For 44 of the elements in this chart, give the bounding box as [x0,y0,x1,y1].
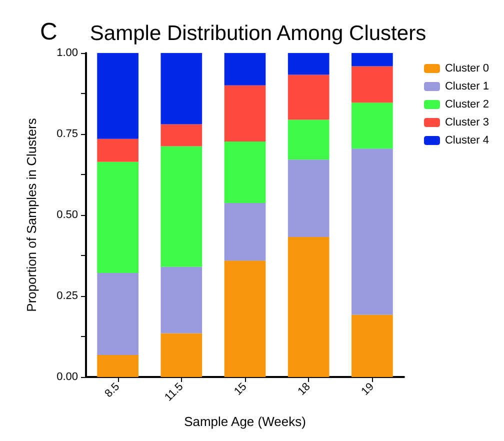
legend-label: Cluster 0 [444,62,490,74]
bar [97,138,138,162]
bar [224,141,266,204]
y-tick-label: 0.75 [56,128,78,140]
text: C [40,18,58,46]
bar [160,53,202,124]
bar [97,53,138,139]
x-tick-label: 15 [232,380,250,398]
x-axis-title: Sample Age (Weeks) [184,414,306,429]
bar [224,260,266,377]
y-tick-label: 0.50 [56,209,78,221]
x-tick-label: 8.5 [102,380,122,400]
bar [288,53,330,75]
bar [288,160,330,238]
legend-label: Cluster 1 [444,80,490,92]
legend-label: Cluster 3 [444,116,490,128]
y-tick-label: 0.25 [56,290,78,302]
bar [352,148,393,315]
bar [97,272,138,355]
x-tick-label: 19 [359,380,376,398]
y-tick-label: 0.00 [56,371,78,383]
y-tick-label: 1.00 [56,47,78,59]
bar [160,124,202,146]
bar [352,66,393,103]
bar [352,102,393,149]
bar [224,53,266,86]
bar [288,74,330,120]
bar [160,266,202,334]
x-tick-label: 11.5 [162,380,186,404]
bar [352,314,393,377]
x-tick-label: 18 [296,380,313,398]
bar [352,53,393,66]
y-axis-title: Proportion of Samples in Clusters [24,118,39,312]
bar [288,120,330,160]
bar [97,162,138,273]
bar [224,203,266,261]
legend-label: Cluster 4 [444,134,490,146]
bar [160,146,202,267]
bar [160,333,202,377]
bar [224,85,266,142]
bar [288,237,330,377]
bar [97,354,138,377]
legend-label: Cluster 2 [444,98,490,110]
chart-title: Sample Distribution Among Clusters [90,22,426,45]
